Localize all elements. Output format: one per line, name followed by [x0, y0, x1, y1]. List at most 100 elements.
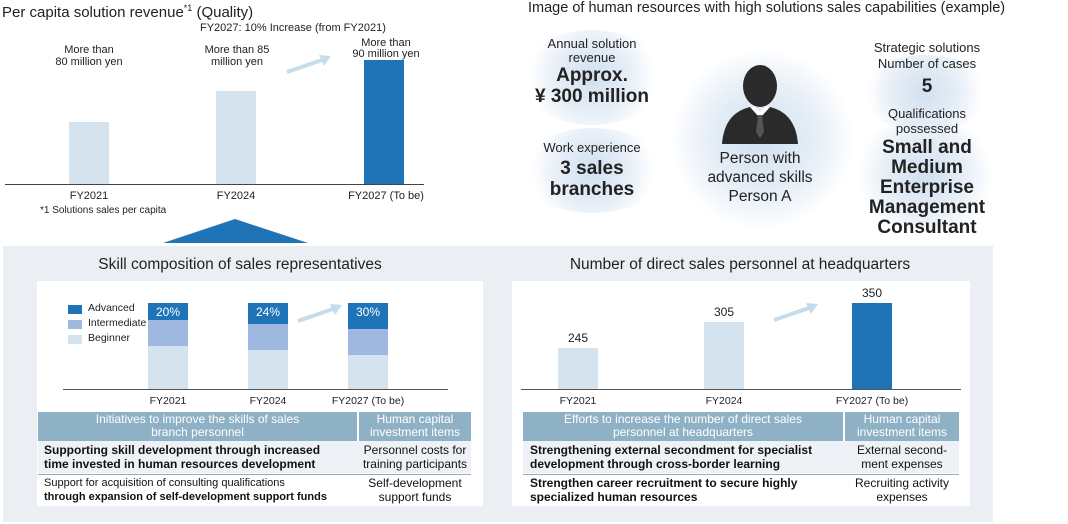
person-label-line: Person with [719, 150, 801, 167]
table-head-line: personnel at headquarters [612, 425, 754, 439]
qual-glow [850, 120, 1000, 230]
cell-line: Recruiting activity [854, 476, 950, 490]
cell-line: ment expenses [861, 457, 943, 471]
work-value: branches [549, 179, 635, 200]
legend-advanced: Advanced [88, 302, 135, 314]
revenue-title-sup: *1 [183, 3, 193, 13]
annual-glow [520, 30, 665, 125]
table-head-line: Human capital [376, 412, 454, 426]
table-head-line: investment items [856, 425, 948, 439]
annual-label: Annual solution [547, 36, 637, 51]
direct-table-head2: Human capital investment items [845, 412, 959, 441]
skill-bar-beginner [248, 350, 288, 389]
bar-label-line: million yen [211, 56, 263, 68]
qual-value: Enterprise [880, 177, 974, 198]
qualifications-block: Qualifications possessed Small and Mediu… [852, 106, 1002, 238]
revenue-bar [364, 60, 404, 184]
strategic-label: Strategic solutions [873, 40, 981, 55]
cell-line: specialized human resources [530, 490, 698, 504]
direct-value-label: 350 [861, 286, 883, 300]
legend-intermediate-swatch [68, 320, 82, 329]
person-silhouette-icon [722, 65, 798, 144]
qual-value: Management [868, 197, 986, 218]
legend-beginner: Beginner [88, 332, 131, 344]
skill-pct-label: 30% [355, 305, 381, 319]
cell-line: expenses [876, 490, 928, 504]
skill-row-divider [38, 474, 471, 475]
revenue-chart-title: Per capita solution revenue*1 (Quality) [2, 3, 253, 21]
bar-label-line: More than [64, 44, 114, 56]
table-head-line: Human capital [863, 412, 941, 426]
skill-axis [63, 389, 448, 390]
legend-intermediate: Intermediate [88, 317, 147, 329]
skill-cat-2: FY2027 (To be) [331, 395, 405, 407]
direct-cat-1: FY2024 [705, 395, 743, 407]
skill-bar-intermediate [248, 323, 288, 351]
direct-row-1-item: Recruiting activity expenses [845, 476, 959, 504]
cell-line: through expansion of self-development su… [44, 491, 327, 503]
skill-row-bg [38, 441, 471, 473]
revenue-bar [69, 122, 109, 184]
strategic-glow [855, 55, 995, 130]
revenue-title-text: Per capita solution revenue [2, 4, 184, 21]
cell-line: time invested in human resources develop… [44, 457, 316, 471]
increase-note: FY2027: 10% Increase (from FY2021) [200, 22, 386, 34]
qual-value: Medium [891, 157, 963, 178]
cell-line: Strengthening external secondment for sp… [530, 443, 813, 457]
hr-title: Image of human resources with high solut… [528, 0, 1006, 16]
skill-title: Skill composition of sales representativ… [98, 256, 382, 273]
qual-value: Small and [882, 137, 972, 158]
table-head-line: branch personnel [151, 425, 244, 439]
bar-label-fy2021: More than 80 million yen [44, 44, 134, 68]
person-label-line: advanced skills [707, 169, 813, 186]
skill-bar-intermediate [348, 328, 388, 355]
qual-value: Consultant [877, 217, 977, 238]
work-glow [520, 128, 665, 213]
table-head-line: Initiatives to improve the skills of sal… [95, 412, 300, 426]
direct-bar [852, 303, 892, 389]
cell-line: Supporting skill development through inc… [44, 443, 321, 457]
skill-row-0-item: Personnel costs for training participant… [359, 443, 471, 471]
direct-value-label: 305 [713, 305, 735, 320]
direct-row-0-initiative: Strengthening external secondment for sp… [530, 443, 842, 471]
skill-bar-intermediate [148, 320, 188, 346]
skill-row-0-initiative: Supporting skill development through inc… [44, 443, 354, 471]
cell-line: development through cross-border learnin… [530, 457, 781, 471]
revenue-axis [5, 184, 424, 185]
direct-increase-arrow-icon [773, 303, 818, 322]
table-head-line: Efforts to increase the number of direct… [564, 412, 802, 426]
bar-label-line: More than 85 [204, 44, 270, 56]
legend-advanced-swatch [68, 305, 82, 314]
qual-label: Qualifications [887, 106, 967, 121]
bar-label-line: 90 million yen [352, 48, 420, 60]
cell-line: training participants [362, 457, 468, 471]
strategic-label: Number of cases [877, 56, 977, 71]
work-experience-block: Work experience 3 sales branches [522, 141, 662, 201]
skill-bar-advanced [148, 303, 188, 321]
annual-value: ¥ 300 million [534, 86, 650, 107]
skill-increase-arrow-icon [297, 304, 342, 323]
strategic-value: 5 [921, 76, 933, 97]
table-head-line: investment items [369, 425, 461, 439]
person-label: Person with advanced skills Person A [680, 149, 840, 206]
skill-cat-1: FY2024 [249, 395, 287, 407]
cell-line: External second- [856, 443, 948, 457]
revenue-title-suffix: (Quality) [192, 4, 254, 21]
revenue-cat-1: FY2024 [216, 190, 256, 202]
revenue-cat-2: FY2027 (To be) [348, 190, 424, 202]
skill-bar-beginner [148, 346, 188, 389]
cell-line: Support for acquisition of consulting qu… [44, 477, 285, 489]
strategic-block: Strategic solutions Number of cases 5 [852, 40, 1002, 97]
direct-row-divider [523, 474, 959, 475]
skill-cat-0: FY2021 [149, 395, 187, 407]
annual-label: revenue [568, 50, 616, 65]
increase-arrow-icon [286, 55, 331, 74]
annual-revenue-block: Annual solution revenue Approx. ¥ 300 mi… [522, 36, 662, 108]
skill-bar-advanced [248, 303, 288, 324]
skill-pct-label: 20% [155, 305, 181, 319]
annual-value: Approx. [556, 65, 628, 86]
direct-cat-0: FY2021 [559, 395, 597, 407]
pointer-triangle-icon [163, 219, 308, 243]
cell-line: Strengthen career recruitment to secure … [530, 476, 798, 490]
direct-title: Number of direct sales personnel at head… [569, 256, 911, 273]
